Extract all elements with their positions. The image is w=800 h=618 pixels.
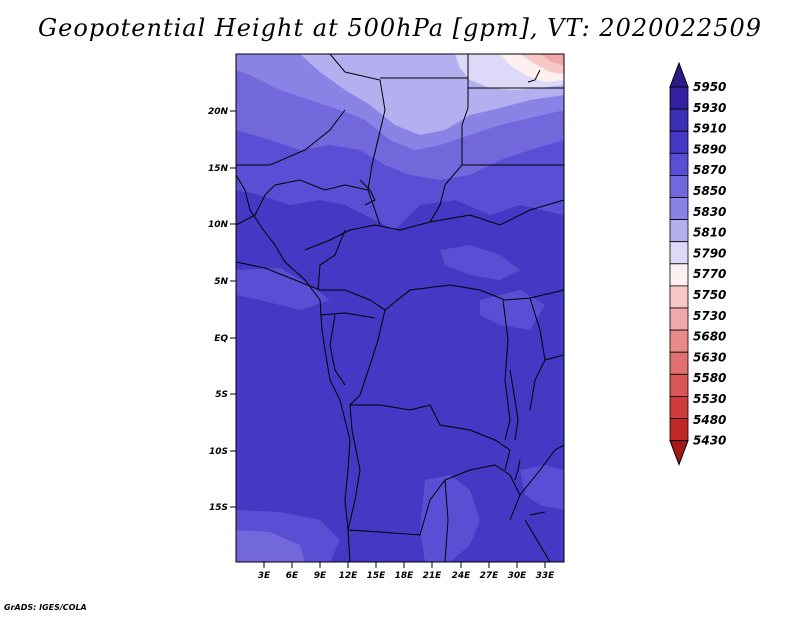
colorbar-swatch xyxy=(669,263,689,287)
lat-label: 10N xyxy=(208,220,229,230)
colorbar-label: 5770 xyxy=(693,267,726,281)
lon-label: 33E xyxy=(536,571,556,581)
lon-axis: 3E 6E 9E 12E 15E 18E 21E 24E 27E 30E 33E xyxy=(258,562,555,581)
lat-label: EQ xyxy=(214,334,228,344)
colorbar-label: 5850 xyxy=(693,184,726,198)
lat-axis: 20N 15N 10N 5N EQ 5S 10S 15S xyxy=(208,107,236,513)
lon-label: 27E xyxy=(480,571,500,581)
map-title: Geopotential Height at 500hPa [gpm], VT:… xyxy=(38,14,762,42)
lon-label: 30E xyxy=(508,571,528,581)
lon-label: 12E xyxy=(339,571,359,581)
lon-label: 9E xyxy=(314,571,327,581)
colorbar-swatch xyxy=(669,130,689,154)
lat-label: 10S xyxy=(209,447,228,457)
colorbar-swatch xyxy=(669,351,689,375)
lon-label: 3E xyxy=(258,571,271,581)
colorbar-swatch xyxy=(669,219,689,243)
lon-label: 21E xyxy=(423,571,443,581)
colorbar-arrow-bottom xyxy=(669,440,689,467)
colorbar-swatch xyxy=(669,108,689,132)
colorbar-label: 5480 xyxy=(693,413,726,427)
map-frame xyxy=(235,53,565,563)
colorbar-swatch xyxy=(669,418,689,442)
colorbar-label: 5910 xyxy=(693,122,726,136)
colorbar-label: 5730 xyxy=(693,309,726,323)
colorbar-swatch xyxy=(669,197,689,221)
colorbar-swatch xyxy=(669,373,689,397)
colorbar-swatch xyxy=(669,152,689,176)
contour-fill xyxy=(236,54,564,562)
colorbar-label: 5790 xyxy=(693,246,726,260)
colorbar-label: 5870 xyxy=(693,163,726,177)
colorbar: 5950 5930 5910 5890 5870 5850 5830 5810 5790 5770… xyxy=(669,61,726,467)
colorbar-label: 5830 xyxy=(693,205,726,219)
country-borders xyxy=(236,54,564,562)
colorbar-label: 5890 xyxy=(693,142,726,156)
lat-label: 5S xyxy=(215,390,228,400)
colorbar-swatch xyxy=(669,285,689,309)
lat-label: 20N xyxy=(208,107,229,117)
lat-label: 15S xyxy=(209,503,228,513)
lat-label: 5N xyxy=(214,277,228,287)
lon-label: 15E xyxy=(367,571,387,581)
lat-label: 15N xyxy=(208,164,229,174)
credit-text: GrADS: IGES/COLA xyxy=(4,603,87,612)
colorbar-arrow-top xyxy=(669,61,689,88)
colorbar-label: 5750 xyxy=(693,288,726,302)
colorbar-label: 5630 xyxy=(693,350,726,364)
lon-label: 24E xyxy=(452,571,472,581)
colorbar-label: 5810 xyxy=(693,226,726,240)
colorbar-swatch xyxy=(669,307,689,331)
colorbar-swatch xyxy=(669,241,689,265)
colorbar-label: 5680 xyxy=(693,330,726,344)
colorbar-label: 5530 xyxy=(693,392,726,406)
lon-label: 18E xyxy=(395,571,415,581)
colorbar-swatch xyxy=(669,395,689,419)
colorbar-label: 5950 xyxy=(693,80,726,94)
colorbar-swatch xyxy=(669,329,689,353)
colorbar-label: 5580 xyxy=(693,371,726,385)
colorbar-label: 5430 xyxy=(693,434,726,448)
colorbar-swatch xyxy=(669,174,689,198)
lon-label: 6E xyxy=(286,571,299,581)
colorbar-swatch xyxy=(669,86,689,110)
colorbar-label: 5930 xyxy=(693,101,726,115)
